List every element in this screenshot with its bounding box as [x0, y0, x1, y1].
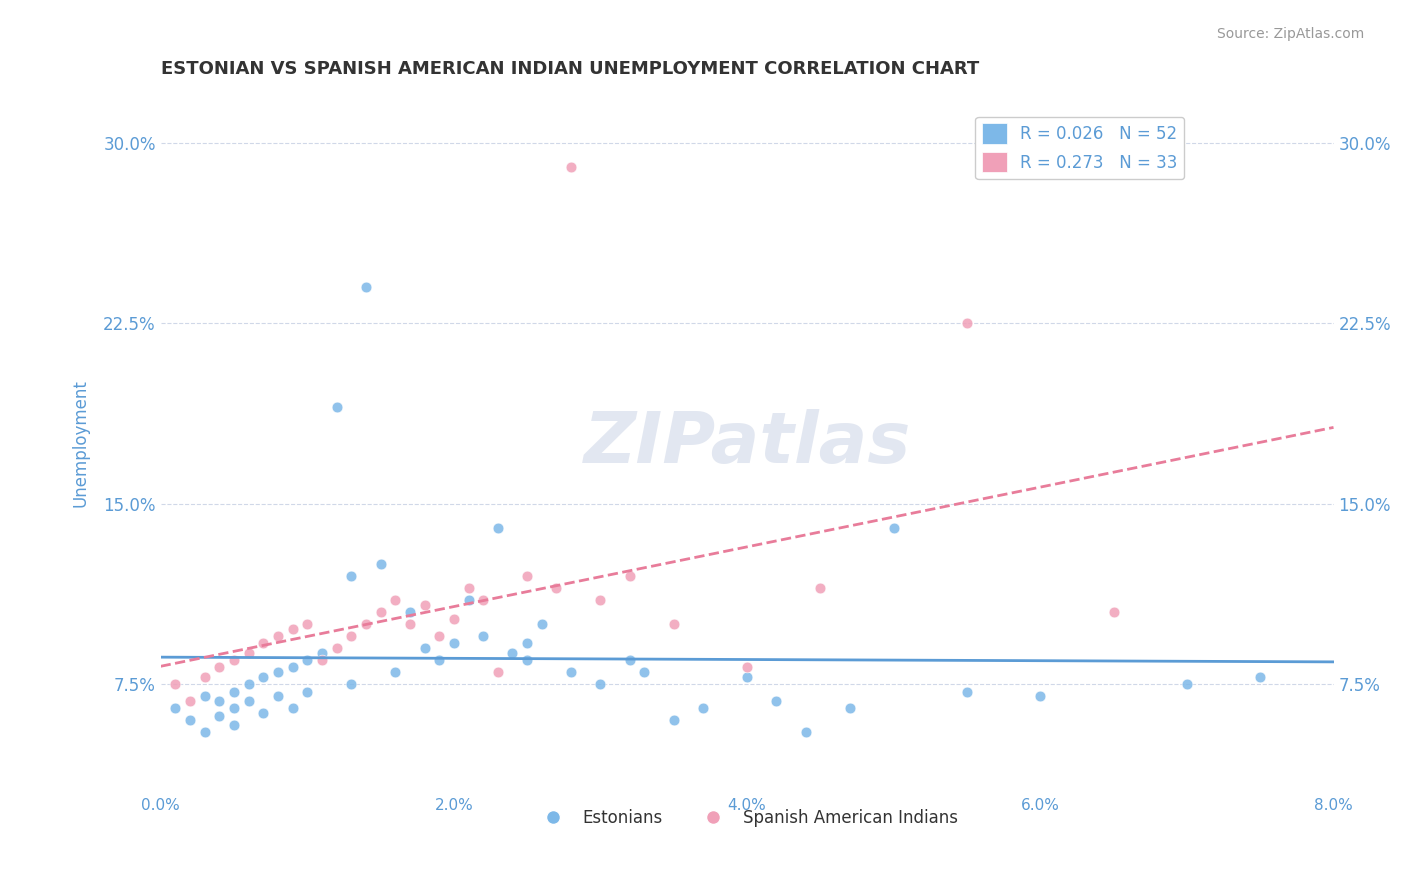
Point — [267, 629, 290, 643]
Point — [252, 706, 274, 721]
Point — [735, 670, 758, 684]
Point — [165, 701, 187, 715]
Point — [413, 641, 436, 656]
Point — [340, 629, 363, 643]
Point — [516, 653, 538, 667]
Text: ESTONIAN VS SPANISH AMERICAN INDIAN UNEMPLOYMENT CORRELATION CHART: ESTONIAN VS SPANISH AMERICAN INDIAN UNEM… — [160, 60, 979, 78]
Point — [808, 581, 831, 595]
Point — [472, 629, 495, 643]
Point — [956, 684, 979, 698]
Point — [238, 677, 260, 691]
Point — [297, 684, 319, 698]
Point — [399, 605, 422, 619]
Point — [516, 636, 538, 650]
Point — [281, 622, 304, 636]
Point — [267, 690, 290, 704]
Point — [238, 646, 260, 660]
Point — [179, 714, 201, 728]
Point — [311, 646, 333, 660]
Point — [194, 725, 217, 739]
Point — [325, 401, 347, 415]
Point — [838, 701, 860, 715]
Point — [194, 670, 217, 684]
Point — [735, 660, 758, 674]
Point — [208, 708, 231, 723]
Point — [354, 280, 377, 294]
Point — [619, 653, 641, 667]
Point — [619, 569, 641, 583]
Point — [311, 653, 333, 667]
Point — [340, 569, 363, 583]
Point — [530, 617, 553, 632]
Point — [457, 593, 479, 607]
Point — [238, 694, 260, 708]
Point — [486, 521, 509, 535]
Point — [208, 660, 231, 674]
Point — [501, 646, 523, 660]
Point — [222, 684, 245, 698]
Point — [427, 653, 450, 667]
Point — [325, 641, 347, 656]
Point — [370, 605, 392, 619]
Point — [413, 598, 436, 612]
Point — [165, 677, 187, 691]
Point — [340, 677, 363, 691]
Point — [1249, 670, 1271, 684]
Point — [457, 581, 479, 595]
Point — [516, 569, 538, 583]
Point — [252, 670, 274, 684]
Point — [222, 718, 245, 732]
Point — [252, 636, 274, 650]
Legend: Estonians, Spanish American Indians: Estonians, Spanish American Indians — [530, 802, 965, 833]
Point — [222, 701, 245, 715]
Point — [662, 714, 685, 728]
Point — [281, 701, 304, 715]
Point — [427, 629, 450, 643]
Point — [956, 316, 979, 330]
Point — [222, 653, 245, 667]
Point — [370, 557, 392, 571]
Point — [399, 617, 422, 632]
Point — [1029, 690, 1052, 704]
Y-axis label: Unemployment: Unemployment — [72, 380, 89, 508]
Point — [472, 593, 495, 607]
Point — [1102, 605, 1125, 619]
Point — [297, 653, 319, 667]
Point — [443, 612, 465, 626]
Point — [194, 690, 217, 704]
Point — [208, 694, 231, 708]
Point — [692, 701, 714, 715]
Text: ZIPatlas: ZIPatlas — [583, 409, 911, 478]
Point — [443, 636, 465, 650]
Point — [1175, 677, 1198, 691]
Point — [281, 660, 304, 674]
Point — [384, 665, 406, 680]
Point — [662, 617, 685, 632]
Text: Source: ZipAtlas.com: Source: ZipAtlas.com — [1216, 27, 1364, 41]
Point — [179, 694, 201, 708]
Point — [486, 665, 509, 680]
Point — [267, 665, 290, 680]
Point — [297, 617, 319, 632]
Point — [883, 521, 905, 535]
Point — [560, 665, 582, 680]
Point — [560, 160, 582, 174]
Point — [765, 694, 787, 708]
Point — [546, 581, 568, 595]
Point — [633, 665, 655, 680]
Point — [589, 593, 612, 607]
Point — [589, 677, 612, 691]
Point — [384, 593, 406, 607]
Point — [354, 617, 377, 632]
Point — [794, 725, 817, 739]
